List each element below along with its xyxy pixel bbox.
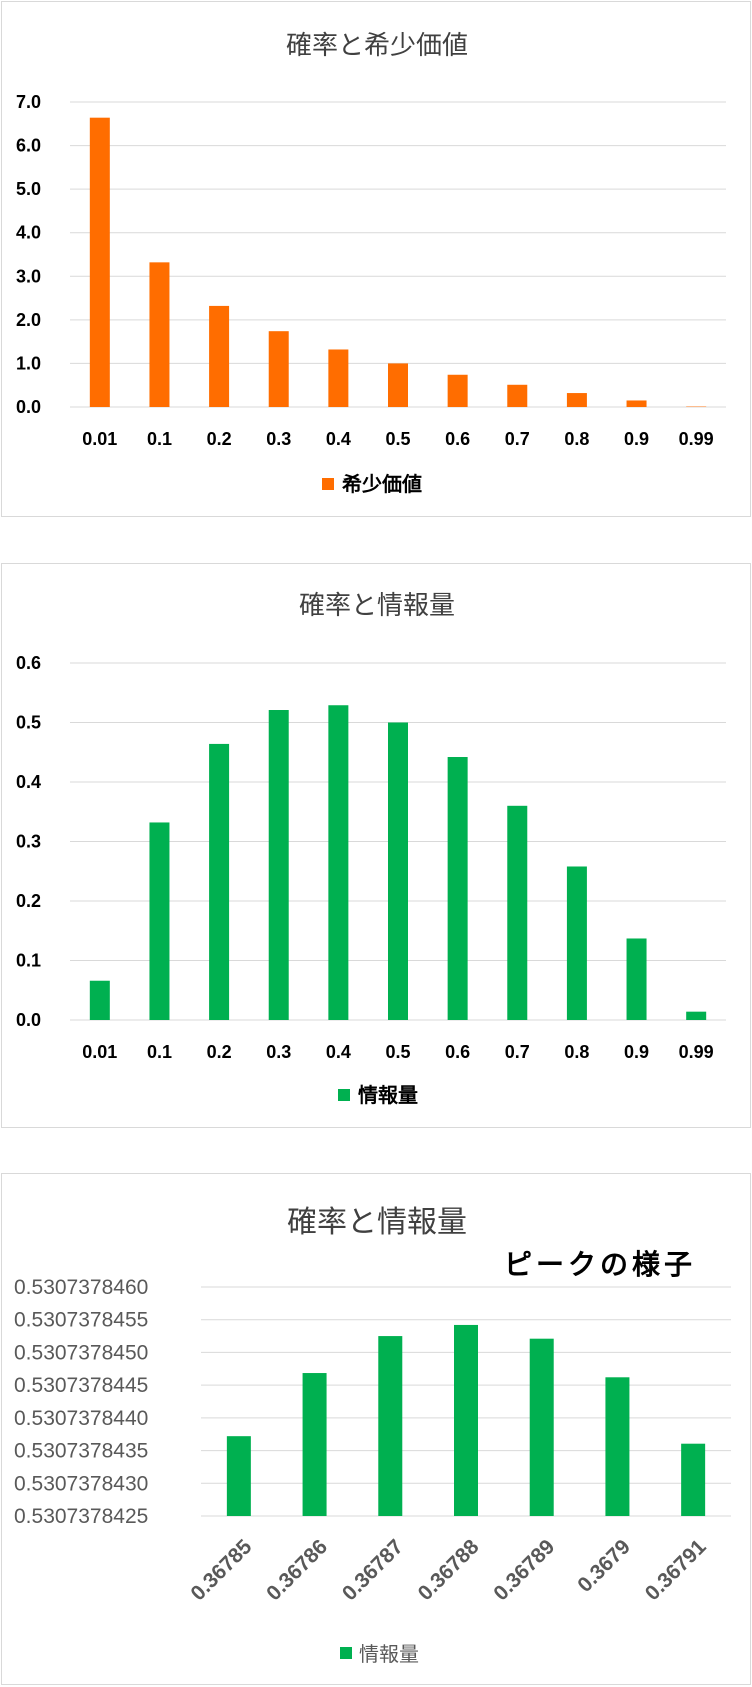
chart-panel-rarity: 確率と希少価値 0.0 1.0 2.0 3.0 4.0 5.0 6.0 7.0 0.01 0.1… bbox=[1, 1, 751, 517]
chart-title: 確率と情報量 bbox=[287, 1205, 467, 1240]
x-tick-label: 0.4 bbox=[326, 429, 351, 449]
peak-annotation: ピークの様子 bbox=[504, 1248, 696, 1281]
x-tick-label: 0.3679 bbox=[573, 1535, 635, 1597]
y-tick-label: 0.5 bbox=[16, 713, 41, 733]
bar bbox=[388, 363, 408, 407]
x-tick-label: 0.6 bbox=[445, 429, 470, 449]
y-tick-label: 0.3 bbox=[16, 832, 41, 852]
bar bbox=[328, 349, 349, 407]
x-tick-label: 0.01 bbox=[82, 429, 117, 449]
x-tick-label: 0.36788 bbox=[414, 1535, 484, 1605]
chart-panel-peak: 確率と情報量 ピークの様子 0.5307378425 0.5307378430 0.… bbox=[1, 1173, 751, 1685]
bar bbox=[226, 1436, 251, 1516]
x-tick-label: 0.9 bbox=[624, 1042, 649, 1062]
bar bbox=[268, 710, 289, 1020]
bar bbox=[566, 393, 587, 407]
y-tick-label: 6.0 bbox=[16, 136, 41, 156]
bar bbox=[626, 400, 647, 407]
legend-label: 希少価値 bbox=[342, 472, 422, 496]
bar bbox=[529, 1338, 554, 1516]
bar bbox=[89, 980, 110, 1020]
x-tick-label: 0.99 bbox=[679, 1042, 714, 1062]
chart-title: 確率と情報量 bbox=[299, 591, 455, 621]
bar bbox=[626, 938, 647, 1020]
bar bbox=[681, 1443, 706, 1516]
x-tick-label: 0.3 bbox=[266, 1042, 291, 1062]
bar bbox=[605, 1377, 630, 1516]
x-tick-label: 0.4 bbox=[326, 1042, 351, 1062]
bar bbox=[507, 805, 528, 1020]
chart-information: 確率と情報量 0.0 0.1 0.2 0.3 0.4 0.5 0.6 0.01 0.1 0.2 0… bbox=[16, 591, 726, 1107]
bar bbox=[447, 757, 468, 1020]
chart-panel-information: 確率と情報量 0.0 0.1 0.2 0.3 0.4 0.5 0.6 0.01 0.1 0.2 0… bbox=[1, 563, 751, 1128]
x-tick-label: 0.36787 bbox=[338, 1535, 408, 1605]
legend-swatch bbox=[338, 1089, 350, 1101]
bar bbox=[566, 866, 587, 1020]
bar bbox=[149, 262, 170, 407]
bar bbox=[209, 305, 230, 407]
y-tick-label: 0.5307378425 bbox=[14, 1505, 148, 1528]
y-tick-label: 0.6 bbox=[16, 653, 41, 673]
x-tick-label: 0.1 bbox=[147, 429, 172, 449]
bar bbox=[89, 117, 110, 407]
y-tick-label: 0.5307378435 bbox=[14, 1440, 148, 1463]
chart-title: 確率と希少価値 bbox=[286, 31, 468, 61]
y-tick-label: 5.0 bbox=[16, 179, 41, 199]
bar bbox=[507, 384, 528, 407]
y-tick-label: 7.0 bbox=[16, 92, 41, 112]
x-tick-label: 0.36785 bbox=[186, 1535, 256, 1605]
bar bbox=[302, 1373, 327, 1516]
legend-swatch bbox=[340, 1647, 352, 1659]
legend-label: 情報量 bbox=[359, 1642, 419, 1666]
legend-swatch bbox=[322, 478, 334, 490]
y-tick-label: 0.5307378430 bbox=[14, 1472, 148, 1495]
y-tick-label: 0.4 bbox=[16, 772, 41, 792]
y-tick-label: 4.0 bbox=[16, 223, 41, 243]
y-tick-label: 1.0 bbox=[16, 353, 41, 373]
x-tick-label: 0.36789 bbox=[489, 1535, 559, 1605]
x-tick-label: 0.8 bbox=[564, 429, 589, 449]
chart-peak: 確率と情報量 ピークの様子 0.5307378425 0.5307378430 0.… bbox=[14, 1205, 731, 1666]
x-tick-label: 0.36791 bbox=[641, 1535, 711, 1605]
bar bbox=[447, 374, 468, 407]
bar bbox=[268, 331, 289, 407]
x-tick-label: 0.01 bbox=[82, 1042, 117, 1062]
legend-label: 情報量 bbox=[358, 1083, 418, 1107]
bar bbox=[454, 1324, 478, 1516]
x-tick-label: 0.1 bbox=[147, 1042, 172, 1062]
y-tick-label: 0.0 bbox=[16, 397, 41, 417]
y-tick-label: 0.5307378445 bbox=[14, 1374, 148, 1397]
bar bbox=[209, 743, 230, 1020]
y-tick-label: 2.0 bbox=[16, 310, 41, 330]
y-tick-label: 0.5307378450 bbox=[14, 1341, 148, 1364]
x-tick-label: 0.5 bbox=[385, 1042, 410, 1062]
bar bbox=[328, 705, 349, 1020]
bar bbox=[388, 722, 408, 1020]
x-tick-label: 0.5 bbox=[385, 429, 410, 449]
x-tick-label: 0.6 bbox=[445, 1042, 470, 1062]
x-tick-label: 0.7 bbox=[505, 1042, 530, 1062]
bar bbox=[686, 1011, 707, 1020]
bar bbox=[378, 1336, 403, 1516]
y-tick-label: 0.5307378460 bbox=[14, 1276, 148, 1299]
y-tick-label: 0.5307378440 bbox=[14, 1407, 148, 1430]
x-tick-label: 0.2 bbox=[207, 1042, 232, 1062]
x-tick-label: 0.9 bbox=[624, 429, 649, 449]
y-tick-label: 3.0 bbox=[16, 266, 41, 286]
x-tick-label: 0.8 bbox=[564, 1042, 589, 1062]
chart-rarity: 確率と希少価値 0.0 1.0 2.0 3.0 4.0 5.0 6.0 7.0 0.01 0.1… bbox=[16, 31, 726, 496]
x-tick-label: 0.99 bbox=[679, 429, 714, 449]
y-tick-label: 0.2 bbox=[16, 891, 41, 911]
x-tick-label: 0.36786 bbox=[262, 1535, 332, 1605]
x-tick-label: 0.2 bbox=[207, 429, 232, 449]
y-tick-label: 0.1 bbox=[16, 951, 41, 971]
y-tick-label: 0.0 bbox=[16, 1010, 41, 1030]
bar bbox=[149, 822, 170, 1020]
x-tick-label: 0.3 bbox=[266, 429, 291, 449]
y-tick-label: 0.5307378455 bbox=[14, 1309, 148, 1332]
x-tick-label: 0.7 bbox=[505, 429, 530, 449]
